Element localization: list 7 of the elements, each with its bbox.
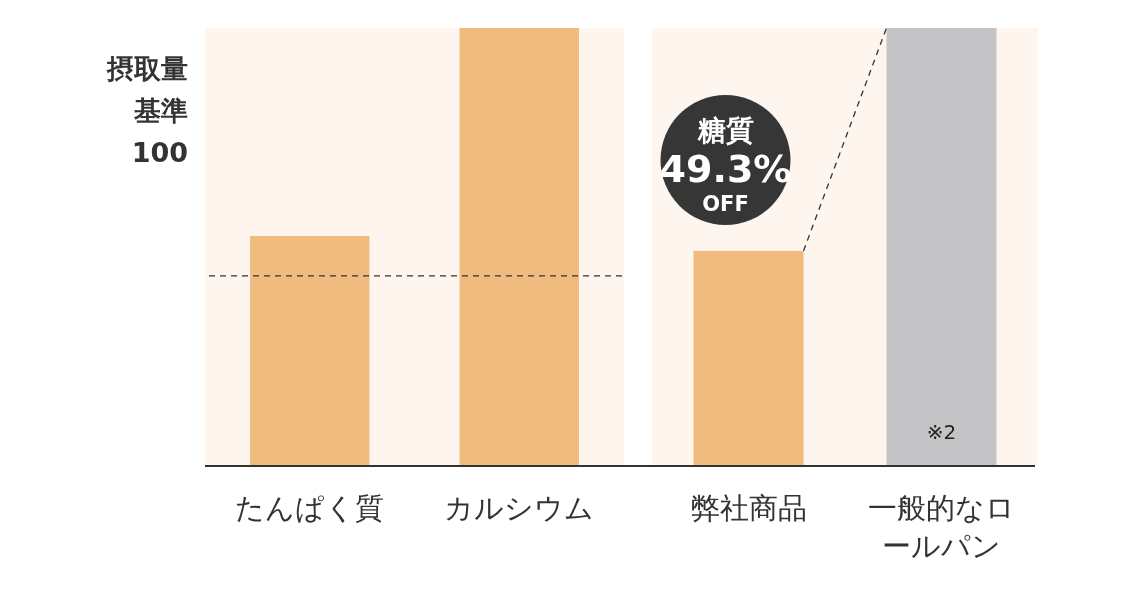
x-tick-label: たんぱく質: [235, 491, 385, 525]
annotation: 糖質 49.3% OFF: [659, 114, 792, 216]
y-axis-title: 摂取量基準100: [106, 53, 188, 168]
x-tick-label: カルシウム: [444, 491, 595, 525]
x-tick-label: 弊社商品: [690, 491, 807, 525]
annotation: ※2: [926, 420, 957, 444]
x-tick-label: 一般的なロールパン: [868, 491, 1015, 563]
